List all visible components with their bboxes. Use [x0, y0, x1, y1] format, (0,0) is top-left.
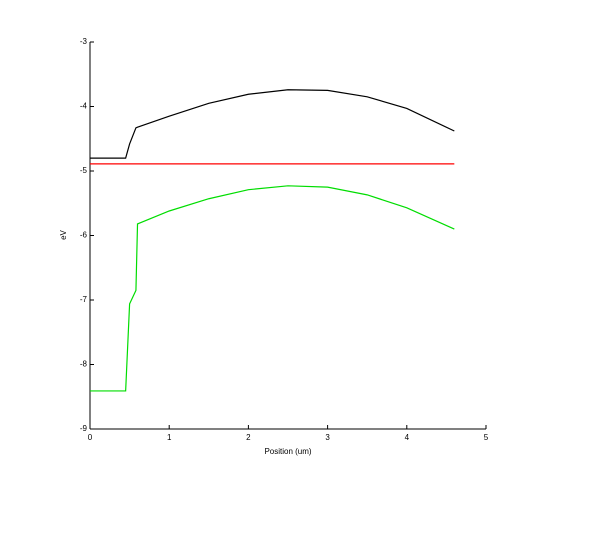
- x-tick-label: 0: [88, 433, 93, 442]
- x-tick-label: 4: [405, 433, 410, 442]
- y-tick-label: -6: [80, 231, 88, 240]
- y-tick-label: -7: [80, 295, 88, 304]
- series-line: [90, 89, 455, 159]
- series-line: [90, 185, 455, 392]
- x-tick-label: 3: [325, 433, 330, 442]
- y-tick-label: -4: [80, 102, 88, 111]
- y-tick-label: -8: [80, 360, 88, 369]
- x-tick-label: 1: [167, 433, 172, 442]
- x-tick-label: 2: [246, 433, 251, 442]
- y-tick-label: -3: [80, 37, 88, 46]
- y-tick-label: -5: [80, 166, 88, 175]
- y-tick-label: -9: [80, 424, 88, 433]
- x-axis-label: Position (um): [264, 447, 311, 456]
- y-axis-label: eV: [59, 229, 68, 239]
- x-tick-label: 5: [484, 433, 489, 442]
